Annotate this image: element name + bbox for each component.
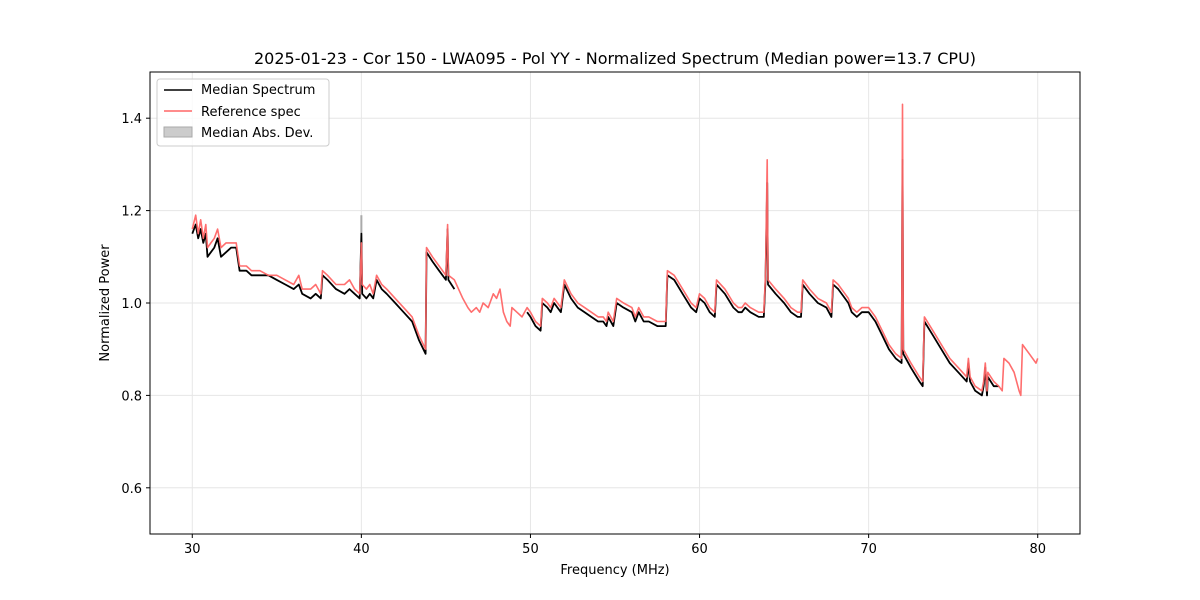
x-axis: 30 40 50 60 70 80	[184, 534, 1046, 557]
x-tick-label: 70	[860, 542, 877, 557]
legend-reference-spec-label: Reference spec	[201, 105, 301, 120]
x-axis-label: Frequency (MHz)	[560, 563, 669, 578]
y-axis-label: Normalized Power	[98, 244, 113, 362]
legend-box	[156, 78, 330, 147]
y-tick-label: 1.4	[121, 112, 142, 127]
legend-median-spectrum-label: Median Spectrum	[201, 83, 315, 98]
y-axis: 0.6 0.8 1.0 1.2 1.4	[121, 112, 150, 497]
y-tick-label: 0.8	[121, 389, 142, 404]
y-tick-label: 1.0	[121, 297, 142, 312]
y-tick-label: 0.6	[121, 482, 142, 497]
x-tick-label: 30	[184, 542, 201, 557]
x-tick-label: 40	[353, 542, 370, 557]
y-tick-label: 1.2	[121, 205, 142, 220]
x-tick-label: 60	[691, 542, 708, 557]
chart-title: 2025-01-23 - Cor 150 - LWA095 - Pol YY -…	[254, 49, 976, 68]
legend-mad-swatch	[163, 126, 193, 138]
reference-spec-line	[191, 103, 1039, 397]
x-tick-label: 50	[522, 542, 539, 557]
plot-area	[191, 103, 1039, 397]
x-tick-label: 80	[1029, 542, 1046, 557]
legend: Median Spectrum Reference spec Median Ab…	[156, 78, 330, 147]
legend-mad-label: Median Abs. Dev.	[201, 126, 313, 141]
mad-band	[360, 215, 363, 234]
grid	[150, 72, 1080, 534]
